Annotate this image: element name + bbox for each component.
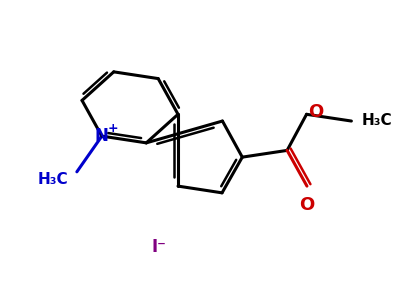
Text: N: N [95, 127, 109, 145]
Text: I⁻: I⁻ [152, 238, 167, 256]
Text: H₃C: H₃C [362, 113, 392, 128]
Text: +: + [107, 122, 118, 136]
Text: O: O [308, 103, 324, 121]
Text: O: O [299, 196, 314, 214]
Text: H₃C: H₃C [38, 172, 68, 187]
